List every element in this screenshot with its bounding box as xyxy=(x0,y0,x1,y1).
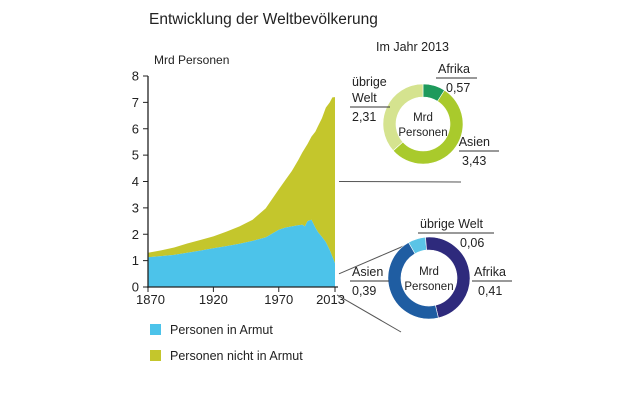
connector-line xyxy=(338,244,407,275)
donut-label-afrika-name: Afrika xyxy=(438,62,470,76)
connector-line xyxy=(338,181,462,183)
y-tick-label: 1 xyxy=(132,253,139,268)
y-tick-label: 4 xyxy=(132,174,139,189)
legend: Personen in Armut Personen nicht in Armut xyxy=(150,323,303,363)
legend-label-personen-nicht-in-armut: Personen nicht in Armut xyxy=(170,349,303,363)
y-tick-label: 3 xyxy=(132,200,139,215)
area-series-personen-in-armut xyxy=(148,219,335,287)
x-axis-ticks: 1870 1920 1970 2013 xyxy=(136,287,345,307)
legend-label-personen-in-armut: Personen in Armut xyxy=(170,323,273,337)
legend-swatch-personen-in-armut xyxy=(150,324,161,335)
area-chart xyxy=(148,97,335,287)
donut-center-label: Personen xyxy=(404,281,453,293)
donut-label-afrika-value: 0,41 xyxy=(478,284,502,298)
y-tick-label: 0 xyxy=(132,280,139,295)
donut-label-uebrige-welt-name: übrige xyxy=(352,75,387,89)
connector-lines xyxy=(336,181,462,333)
donut-chart-total-2013: Mrd Personen xyxy=(382,83,464,165)
donut-label-asien-value: 0,39 xyxy=(352,284,376,298)
y-tick-label: 2 xyxy=(132,227,139,242)
donut-center-label: Mrd xyxy=(413,112,433,124)
donut-poverty-labels: übrige Welt 0,06 Afrika 0,41 Asien 0,39 xyxy=(350,217,512,298)
y-axis-label: Mrd Personen xyxy=(154,53,229,67)
y-tick-label: 8 xyxy=(132,69,139,84)
chart-title: Entwicklung der Weltbevölkerung xyxy=(149,11,378,28)
x-tick-label: 1970 xyxy=(264,292,293,307)
donut-label-asien-name: Asien xyxy=(352,265,383,279)
y-tick-label: 5 xyxy=(132,148,139,163)
donut-label-afrika-value: 0,57 xyxy=(446,81,470,95)
x-tick-label: 1870 xyxy=(136,292,165,307)
donut-label-asien-value: 3,43 xyxy=(462,154,486,168)
donut-2013-title: Im Jahr 2013 xyxy=(376,40,449,54)
donut-total-labels: Afrika 0,57 Asien 3,43 übrige Welt 2,31 xyxy=(350,62,499,168)
donut-chart-poverty: Mrd Personen xyxy=(387,236,471,320)
donut-label-uebrige-welt-name: übrige Welt xyxy=(420,217,484,231)
donut-slice-asien xyxy=(387,242,439,320)
donut-slice-uebrige-welt xyxy=(382,83,424,152)
donut-label-uebrige-welt-value: 0,06 xyxy=(460,236,484,250)
y-tick-label: 6 xyxy=(132,121,139,136)
x-tick-label: 1920 xyxy=(199,292,228,307)
connector-line xyxy=(336,294,402,333)
donut-label-uebrige-welt-value: 2,31 xyxy=(352,110,376,124)
legend-swatch-personen-nicht-in-armut xyxy=(150,350,161,361)
x-tick-label: 2013 xyxy=(316,292,345,307)
donut-label-afrika-name: Afrika xyxy=(474,265,506,279)
donut-label-uebrige-welt-name: Welt xyxy=(352,91,377,105)
y-tick-label: 7 xyxy=(132,95,139,110)
donut-label-asien-name: Asien xyxy=(459,135,490,149)
y-axis-ticks: 0 1 2 3 4 5 6 7 8 xyxy=(132,69,148,295)
area-series-personen-nicht-in-armut xyxy=(148,97,335,264)
donut-center-label: Personen xyxy=(398,127,447,139)
donut-center-label: Mrd xyxy=(419,266,439,278)
